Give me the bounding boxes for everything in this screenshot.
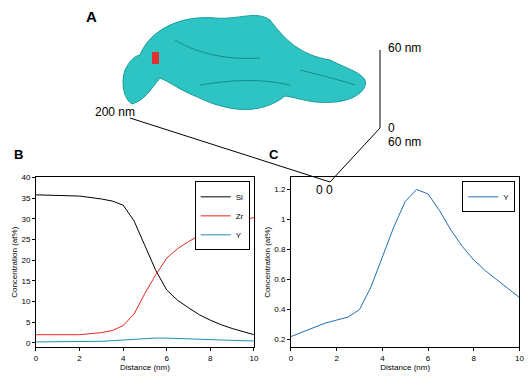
svg-text:15: 15 xyxy=(21,277,30,286)
svg-text:2: 2 xyxy=(334,354,339,363)
svg-text:10: 10 xyxy=(21,297,30,306)
svg-text:Y: Y xyxy=(236,231,242,240)
svg-text:35: 35 xyxy=(21,194,30,203)
svg-text:5: 5 xyxy=(26,318,31,327)
svg-text:Si: Si xyxy=(236,193,243,202)
svg-text:0.8: 0.8 xyxy=(274,245,286,254)
svg-text:Y: Y xyxy=(503,193,509,202)
svg-text:0 0: 0 0 xyxy=(316,183,333,197)
svg-text:60 nm: 60 nm xyxy=(388,41,421,55)
svg-text:0: 0 xyxy=(26,339,31,348)
svg-text:1.2: 1.2 xyxy=(274,185,286,194)
svg-text:6: 6 xyxy=(426,354,431,363)
svg-text:0: 0 xyxy=(289,354,294,363)
svg-text:4: 4 xyxy=(121,354,126,363)
svg-text:B: B xyxy=(14,147,23,162)
svg-text:0: 0 xyxy=(34,354,39,363)
svg-text:Concentration (at%): Concentration (at%) xyxy=(263,226,272,297)
svg-text:10: 10 xyxy=(249,354,258,363)
svg-text:10: 10 xyxy=(515,354,524,363)
svg-text:200 nm: 200 nm xyxy=(95,105,135,119)
svg-text:0.2: 0.2 xyxy=(274,335,286,344)
svg-text:2: 2 xyxy=(77,354,82,363)
svg-text:40: 40 xyxy=(21,173,30,182)
svg-text:Zr: Zr xyxy=(236,212,244,221)
svg-text:4: 4 xyxy=(380,354,385,363)
svg-text:1: 1 xyxy=(281,215,286,224)
svg-text:Distance (nm): Distance (nm) xyxy=(120,363,170,372)
svg-text:Concentration (at%): Concentration (at%) xyxy=(10,226,19,297)
svg-text:0: 0 xyxy=(388,121,395,135)
svg-text:8: 8 xyxy=(208,354,213,363)
svg-text:8: 8 xyxy=(472,354,477,363)
svg-text:6: 6 xyxy=(165,354,170,363)
svg-text:60 nm: 60 nm xyxy=(388,135,421,149)
svg-text:30: 30 xyxy=(21,215,30,224)
svg-text:C: C xyxy=(269,147,279,162)
svg-text:0.6: 0.6 xyxy=(274,275,286,284)
svg-text:20: 20 xyxy=(21,256,30,265)
svg-text:A: A xyxy=(86,8,97,25)
svg-text:Distance (nm): Distance (nm) xyxy=(380,363,430,372)
svg-text:0.4: 0.4 xyxy=(274,305,286,314)
svg-text:25: 25 xyxy=(21,235,30,244)
